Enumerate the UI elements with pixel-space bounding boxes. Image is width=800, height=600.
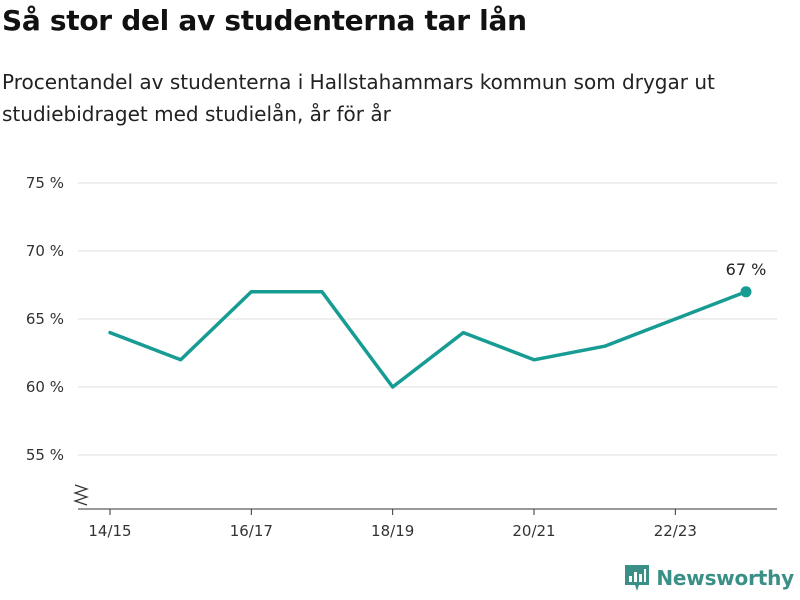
x-tick-label: 20/21 [512,522,555,540]
x-tick-label: 18/19 [371,522,414,540]
x-tick-label: 22/23 [654,522,697,540]
x-tick-label: 16/17 [230,522,273,540]
data-point-last [740,286,752,298]
x-tick-label: 14/15 [88,522,131,540]
y-tick-label: 60 % [26,378,64,396]
grid-lines [78,182,777,456]
series: 67 % [108,260,767,389]
y-tick-label: 70 % [26,242,64,260]
y-axis-ticks: 55 % 60 % 65 % 70 % 75 % [26,174,64,464]
chart-subtitle: Procentandel av studenterna i Hallstaham… [2,70,715,126]
y-tick-label: 55 % [26,446,64,464]
y-tick-label: 75 % [26,174,64,192]
data-label: 67 % [726,260,767,279]
brand-logo: Newsworthy [624,564,794,592]
axis-break-icon [73,484,89,506]
brand-name: Newsworthy [656,566,794,590]
x-axis-ticks: 14/15 16/17 18/19 20/21 22/23 [88,509,697,540]
chart-title: Så stor del av studenterna tar lån [2,4,527,37]
newsworthy-logo-icon [625,565,650,591]
x-axis [73,484,777,510]
y-tick-label: 65 % [26,310,64,328]
series-line [108,290,748,389]
